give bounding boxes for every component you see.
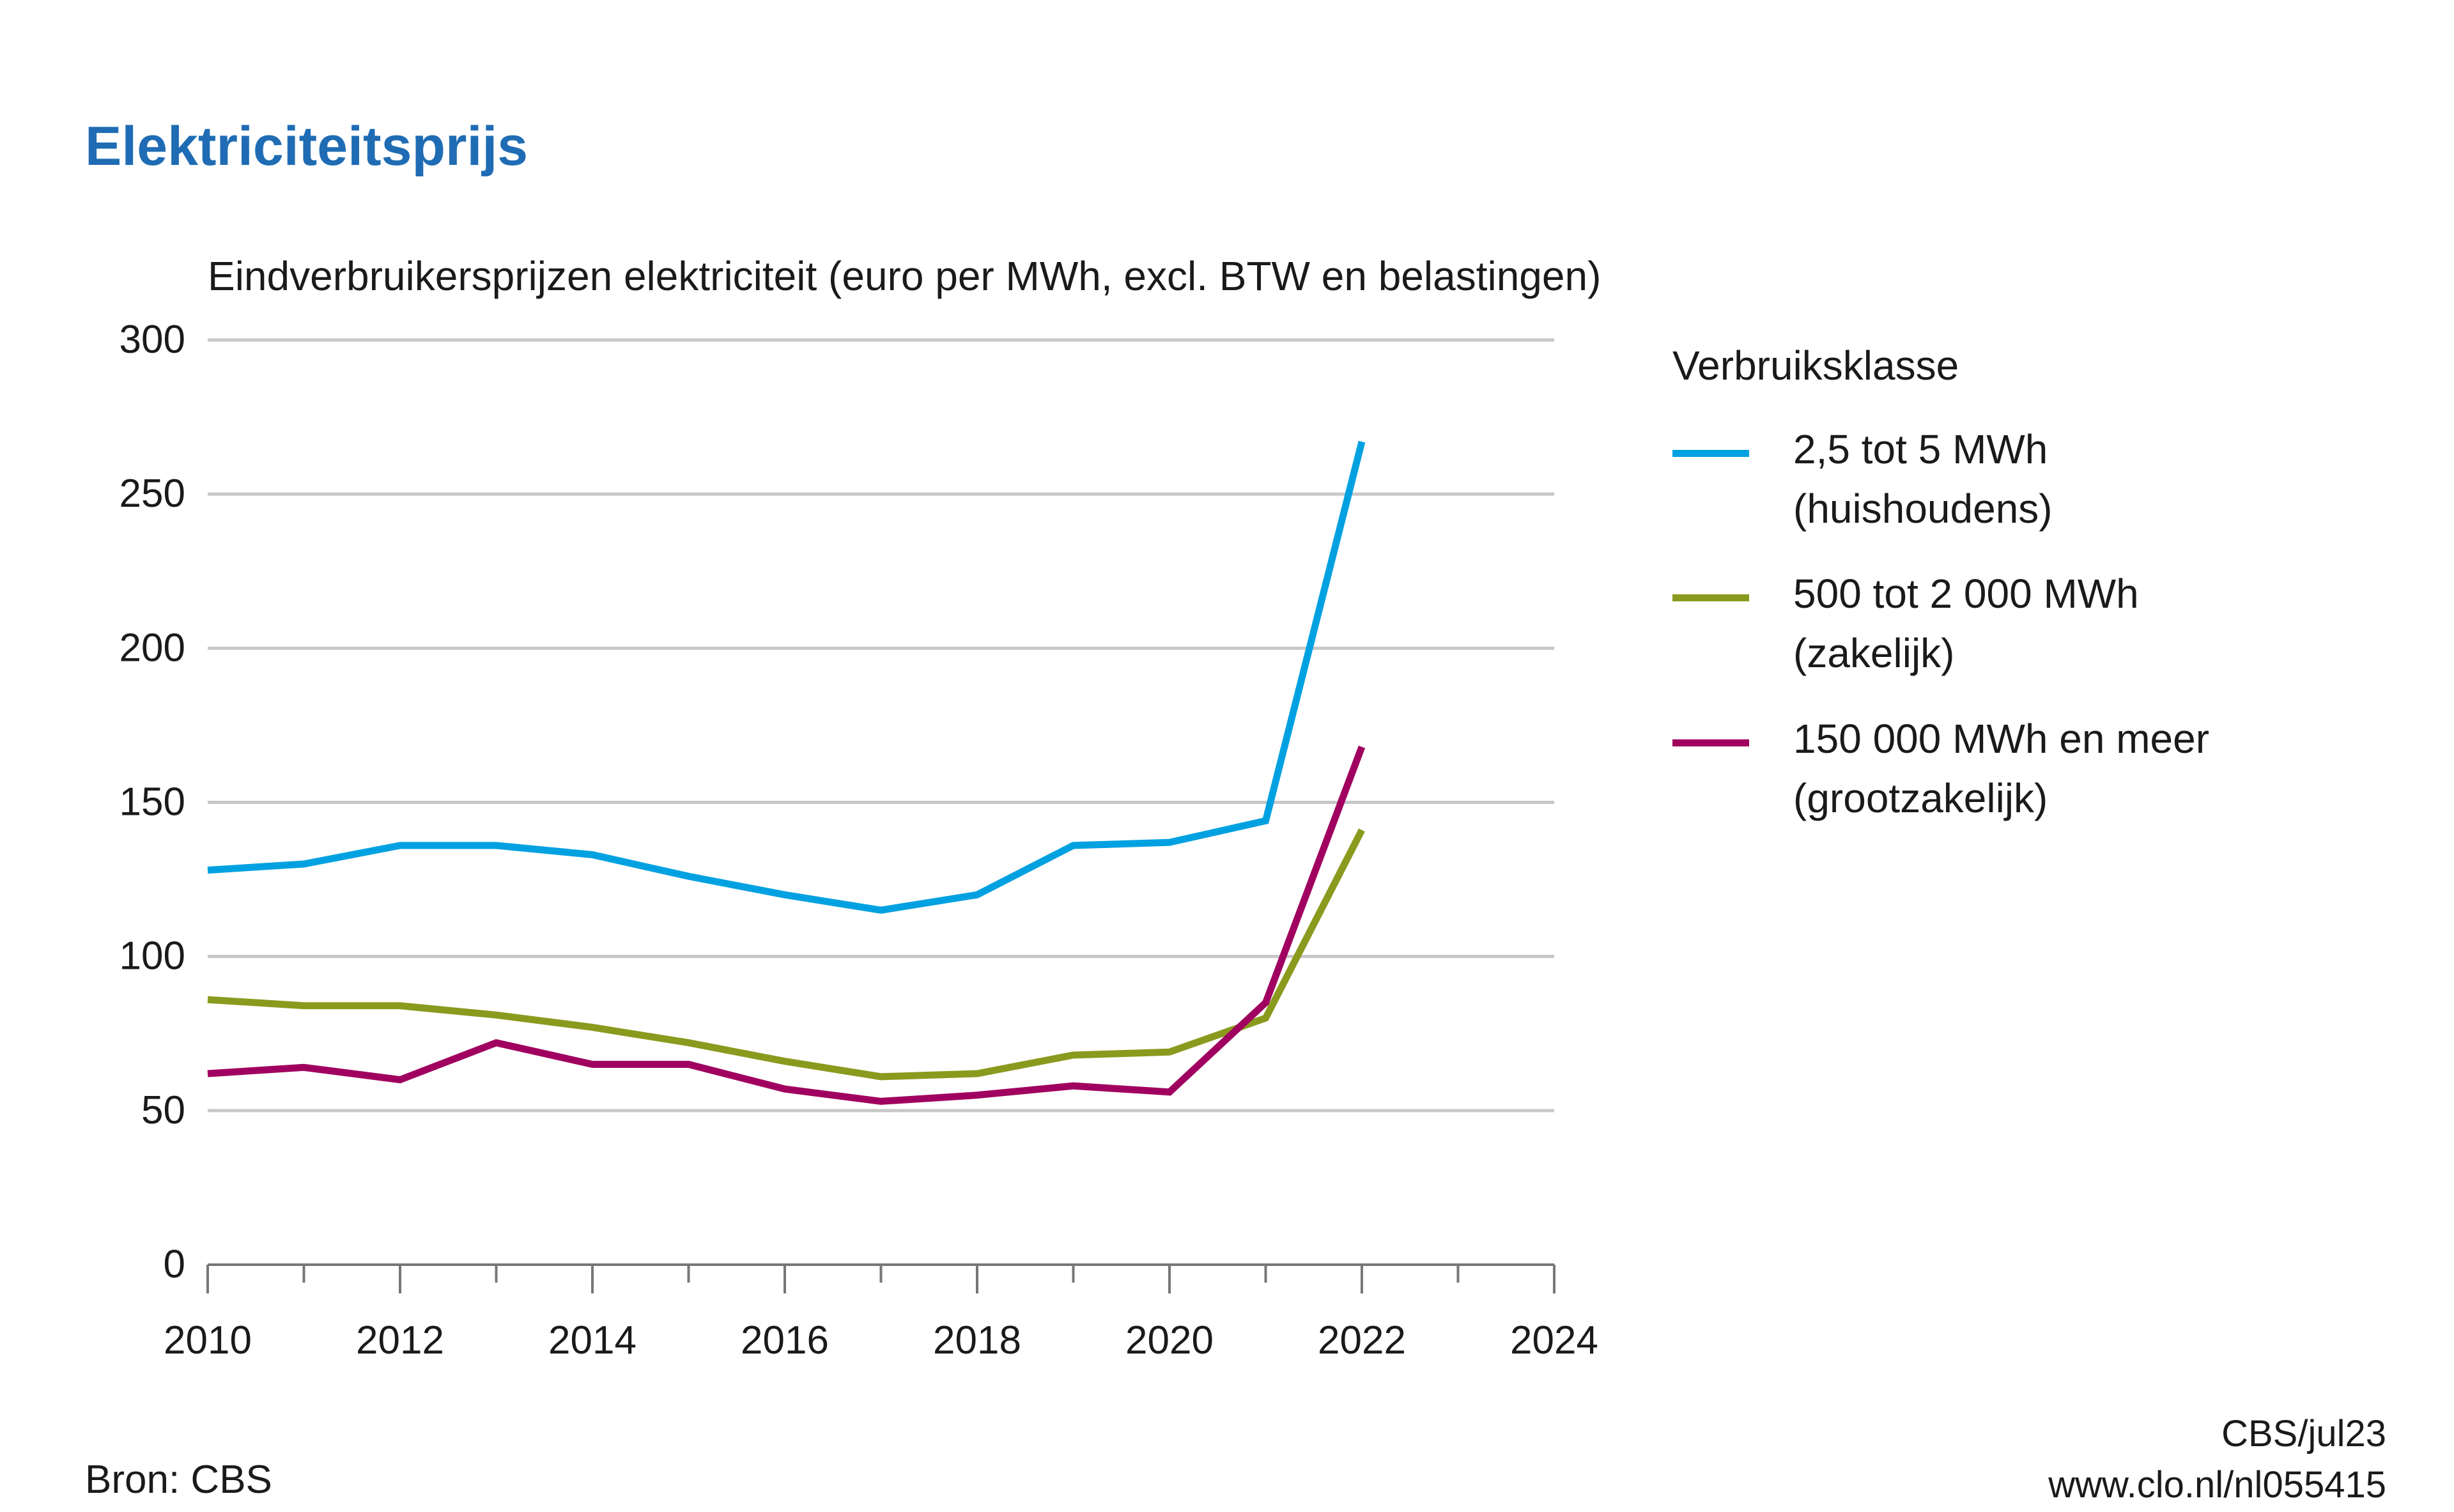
legend-label-line1: 150 000 MWh en meer [1793,716,2209,762]
x-tick-label: 2014 [548,1318,637,1362]
x-tick-label: 2010 [164,1318,252,1362]
legend-label-line2: (grootzakelijk) [1793,775,2048,821]
series-line-2 [207,828,1365,1081]
x-tick-label: 2024 [1510,1318,1598,1362]
x-tick-label: 2022 [1318,1318,1406,1362]
y-tick-label: 100 [120,934,185,978]
legend-label-line2: (huishoudens) [1793,486,2053,532]
y-tick-label: 50 [141,1088,185,1132]
legend-label-line1: 2,5 tot 5 MWh [1793,426,2048,472]
legend-label: 150 000 MWh en meer (grootzakelijk) [1793,709,2209,828]
y-axis-label: Eindverbruikersprijzen elektriciteit (eu… [208,253,1601,299]
y-tick-label: 150 [120,780,185,824]
y-tick-label: 200 [120,626,185,670]
chart-title: Elektriciteitsprijs [85,116,529,177]
y-tick-label: 300 [120,318,185,362]
legend-swatch [1672,450,1749,457]
legend-label-line1: 500 tot 2 000 MWh [1793,571,2139,617]
source-note: Bron: CBS [85,1458,272,1502]
credit-note: CBS/jul23 [2221,1413,2386,1454]
series-line-1 [207,440,1366,914]
url-note: www.clo.nl/nl055415 [2048,1464,2386,1506]
legend-swatch [1672,739,1749,746]
legend-label: 2,5 tot 5 MWh (huishoudens) [1793,420,2053,539]
x-tick-label: 2016 [741,1318,829,1362]
legend-label: 500 tot 2 000 MWh (zakelijk) [1793,564,2139,683]
x-tick-label: 2020 [1125,1318,1214,1362]
legend-label-line2: (zakelijk) [1793,630,1955,676]
legend-swatch [1672,594,1749,601]
y-tick-label: 250 [120,472,185,516]
x-tick-label: 2018 [933,1318,1021,1362]
y-tick-label: 0 [164,1242,185,1286]
x-tick-label: 2012 [356,1318,444,1362]
legend-title: Verbruiksklasse [1672,343,1959,389]
